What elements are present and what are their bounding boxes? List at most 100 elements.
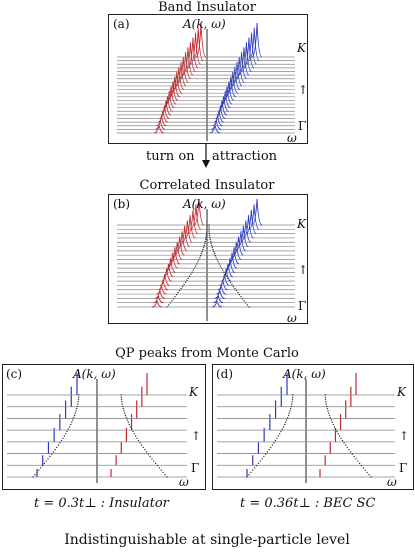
shadow-band-dot xyxy=(324,398,327,401)
shadow-band-dot xyxy=(204,242,206,245)
shadow-band-dot xyxy=(209,238,211,241)
shadow-band-dot xyxy=(77,401,79,403)
shadow-band-dot xyxy=(166,476,168,478)
shadow-band-dot xyxy=(50,453,53,455)
shadow-band-dot xyxy=(211,244,213,247)
shadow-band-dot xyxy=(358,462,361,465)
shadow-band-dot xyxy=(330,419,332,421)
shadow-band-dot xyxy=(43,462,46,465)
panel-d-label: (d) xyxy=(216,367,234,381)
shadow-band-dot xyxy=(282,426,285,428)
qp-peak xyxy=(187,209,199,235)
shadow-band-dot xyxy=(338,435,341,437)
shadow-band-dot xyxy=(72,417,75,419)
qp-peak xyxy=(185,42,196,72)
shadow-band-dot xyxy=(225,275,228,277)
shadow-band-dot xyxy=(368,474,370,476)
qp-peak xyxy=(222,263,234,278)
shadow-band-dot xyxy=(34,474,36,476)
qp-peak xyxy=(163,263,174,278)
shadow-band-dot xyxy=(52,451,55,453)
qp-peak xyxy=(246,32,257,65)
shadow-band-dot xyxy=(289,410,291,412)
panel-d-omega-label: ω xyxy=(387,475,397,489)
shadow-band-dot xyxy=(192,269,195,271)
shadow-band-dot xyxy=(191,271,193,273)
panel-b-gamma-label: Γ xyxy=(298,299,307,313)
shadow-band-dot xyxy=(232,285,235,288)
shadow-band-dot xyxy=(357,460,359,462)
qp-peak xyxy=(243,37,255,69)
shadow-band-dot xyxy=(72,419,74,421)
shadow-band-dot xyxy=(246,476,248,478)
qp-peak xyxy=(164,90,175,109)
shadow-band-dot xyxy=(65,433,67,435)
qp-peak xyxy=(226,252,238,269)
qp-peak xyxy=(175,61,187,87)
shadow-band-dot xyxy=(328,414,331,417)
qp-peak xyxy=(248,204,260,230)
shadow-band-dot xyxy=(199,255,202,257)
qp-peak xyxy=(165,258,176,273)
qp-peak xyxy=(193,27,204,62)
shadow-band-dot xyxy=(292,394,294,396)
shadow-band-dot xyxy=(75,410,77,412)
qp-peak xyxy=(211,300,223,308)
shadow-band-dot xyxy=(209,236,211,238)
shadow-band-dot xyxy=(177,291,179,294)
shadow-band-dot xyxy=(174,296,176,298)
shadow-band-dot xyxy=(211,246,214,249)
shadow-band-dot xyxy=(149,455,151,458)
shadow-band-dot xyxy=(167,304,170,306)
shadow-band-dot xyxy=(209,240,212,243)
shadow-band-dot xyxy=(366,471,368,474)
shadow-band-dot xyxy=(266,451,269,453)
panel-d-caption: t = 0.36t⊥ : BEC SC xyxy=(240,496,376,511)
qp-peak xyxy=(180,52,191,80)
qp-peak xyxy=(224,258,236,273)
panel-b-omega-label: ω xyxy=(287,311,297,325)
shadow-band-dot xyxy=(205,236,207,238)
qp-peak xyxy=(238,47,250,76)
panel-d-k-label: K xyxy=(397,385,406,399)
shadow-band-dot xyxy=(216,259,218,261)
qp-peak xyxy=(174,236,185,256)
shadow-band-dot xyxy=(291,398,294,401)
qp-peak xyxy=(159,105,170,119)
shadow-band-dot xyxy=(292,396,294,398)
shadow-band-dot xyxy=(264,453,267,455)
qp-peak xyxy=(195,22,207,58)
attraction-label: attraction xyxy=(212,149,278,164)
shadow-band-dot xyxy=(253,467,256,469)
shadow-band-dot xyxy=(47,458,49,460)
shadow-band-dot xyxy=(77,403,79,405)
panel-d: (d) A(k, ω) K ↑ Γ ω xyxy=(212,364,414,490)
shadow-band-dot xyxy=(196,263,198,265)
shadow-band-dot xyxy=(187,277,189,279)
shadow-band-dot xyxy=(208,228,210,230)
shadow-band-dot xyxy=(39,467,42,469)
shadow-band-dot xyxy=(45,460,47,462)
panel-a-k-label: K xyxy=(297,41,306,55)
shadow-band-dot xyxy=(223,271,225,273)
shadow-band-dot xyxy=(280,430,282,433)
shadow-band-dot xyxy=(203,244,205,247)
shadow-band-dot xyxy=(208,232,211,234)
shadow-band-dot xyxy=(129,426,132,428)
shadow-band-dot xyxy=(120,394,122,396)
shadow-band-dot xyxy=(220,267,223,269)
shadow-band-dot xyxy=(351,453,354,455)
panel-d-function-label: A(k, ω) xyxy=(283,367,326,381)
shadow-band-dot xyxy=(124,414,127,417)
shadow-band-dot xyxy=(360,464,363,467)
shadow-band-dot xyxy=(178,289,181,292)
shadow-band-dot xyxy=(214,255,217,257)
shadow-band-dot xyxy=(76,405,78,408)
qp-peak xyxy=(223,81,235,101)
shadow-band-dot xyxy=(200,253,203,255)
shadow-band-dot xyxy=(63,435,66,437)
shadow-band-dot xyxy=(183,283,185,286)
shadow-band-dot xyxy=(164,474,166,476)
qp-peak xyxy=(157,110,169,123)
panel-c-k-label: K xyxy=(189,385,198,399)
